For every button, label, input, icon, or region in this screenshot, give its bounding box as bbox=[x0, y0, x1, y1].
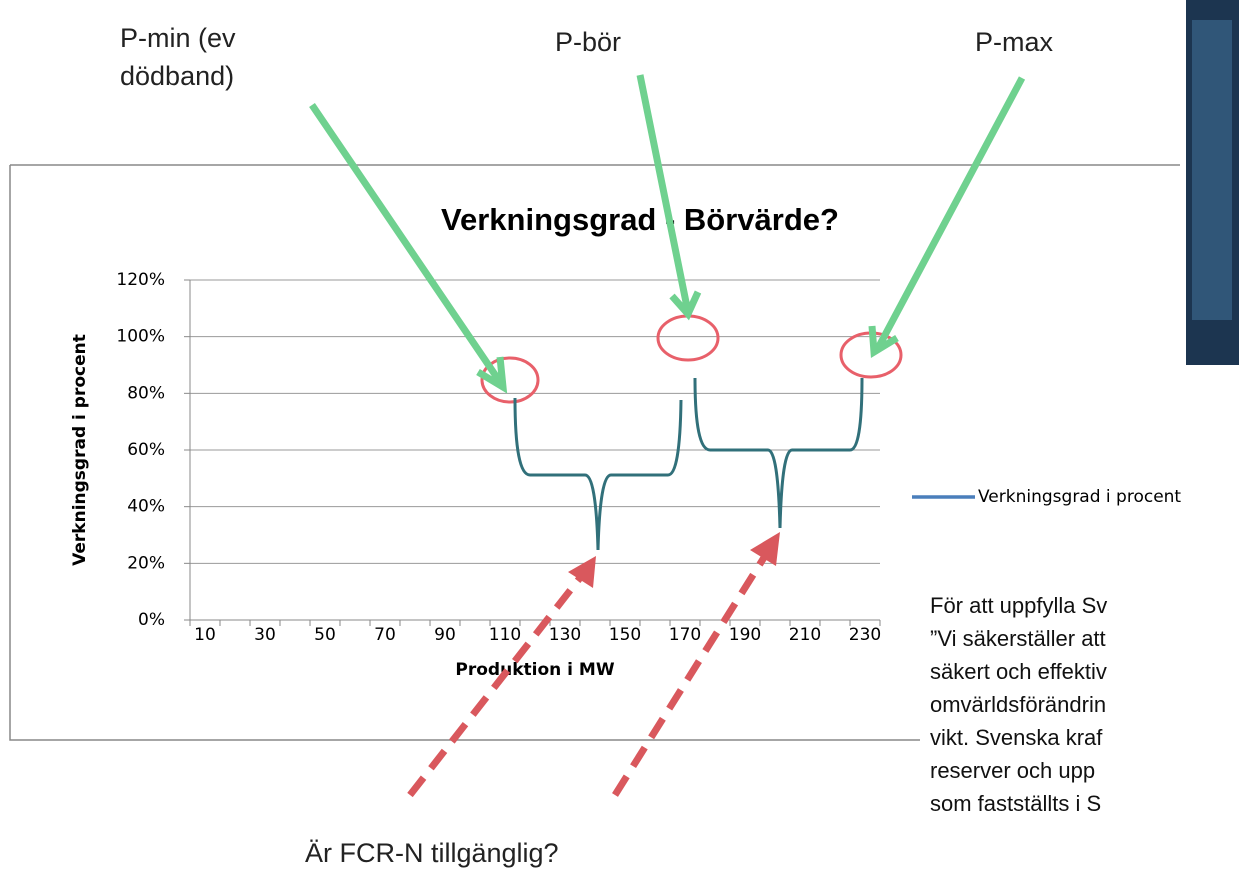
brace bbox=[513, 397, 683, 551]
circle bbox=[656, 314, 720, 362]
x-tick-label: 70 bbox=[374, 625, 396, 645]
photo-detail bbox=[1192, 20, 1232, 320]
x-tick-label: 110 bbox=[489, 625, 521, 645]
plot: 0% 20% 40% 60% 80% 100% 120% 10 30 50 70 90 110 130 15… bbox=[116, 270, 881, 645]
body-line: ”Vi säkerställer att bbox=[930, 626, 1106, 651]
circle bbox=[480, 356, 540, 404]
y-tick-label: 40% bbox=[127, 497, 165, 517]
annotation: P-min (ev bbox=[120, 23, 236, 53]
chart-frame bbox=[9, 164, 1180, 741]
x-tick-label: 210 bbox=[789, 625, 821, 645]
arrow bbox=[407, 562, 593, 798]
arrow bbox=[636, 74, 702, 321]
x-tick-label: 30 bbox=[254, 625, 276, 645]
arrow bbox=[612, 538, 778, 797]
y-axis-title: Verkningsgrad i procent bbox=[70, 334, 90, 566]
y-tick-label: 120% bbox=[116, 270, 165, 290]
y-tick-label: 80% bbox=[127, 383, 165, 403]
annotation: P-max bbox=[975, 27, 1054, 57]
body-line: omvärldsförändrin bbox=[930, 692, 1106, 717]
x-tick-label: 170 bbox=[669, 625, 701, 645]
annotation: P-bör bbox=[555, 27, 621, 57]
body-line: För att uppfylla Sv bbox=[930, 593, 1107, 618]
legend-label: Verkningsgrad i procent bbox=[978, 487, 1181, 507]
y-tick-label: 60% bbox=[127, 440, 165, 460]
chart-title: Verkningsgrad - Börvärde? bbox=[441, 202, 839, 237]
body-line: säkert och effektiv bbox=[930, 659, 1107, 684]
x-tick-label: 230 bbox=[849, 625, 881, 645]
body-line: reserver och upp bbox=[930, 758, 1095, 783]
y-tick-label: 20% bbox=[127, 553, 165, 573]
body-text: För att uppfylla Sv ”Vi säkerställer att s… bbox=[930, 593, 1107, 816]
brace bbox=[693, 377, 864, 529]
annotation: dödband) bbox=[120, 61, 234, 91]
x-tick-label: 10 bbox=[194, 625, 216, 645]
arrow-heads bbox=[568, 532, 780, 588]
x-tick-label: 130 bbox=[549, 625, 581, 645]
green-arrows bbox=[309, 74, 1026, 394]
x-tick-label: 190 bbox=[729, 625, 761, 645]
red-arrows bbox=[407, 538, 778, 798]
y-tick-label: 0% bbox=[138, 610, 165, 630]
x-tick-label: 50 bbox=[314, 625, 336, 645]
arrow bbox=[868, 76, 1026, 358]
annotation: Är FCR-N tillgänglig? bbox=[305, 838, 559, 868]
body-line: vikt. Svenska kraf bbox=[930, 725, 1103, 750]
x-axis-title: Produktion i MW bbox=[455, 660, 614, 680]
arrow bbox=[309, 103, 508, 394]
overlay bbox=[309, 74, 1026, 798]
body-line: som fastställts i S bbox=[930, 791, 1101, 816]
x-tick-label: 150 bbox=[609, 625, 641, 645]
y-tick-label: 100% bbox=[116, 327, 165, 347]
x-tick-label: 90 bbox=[434, 625, 456, 645]
